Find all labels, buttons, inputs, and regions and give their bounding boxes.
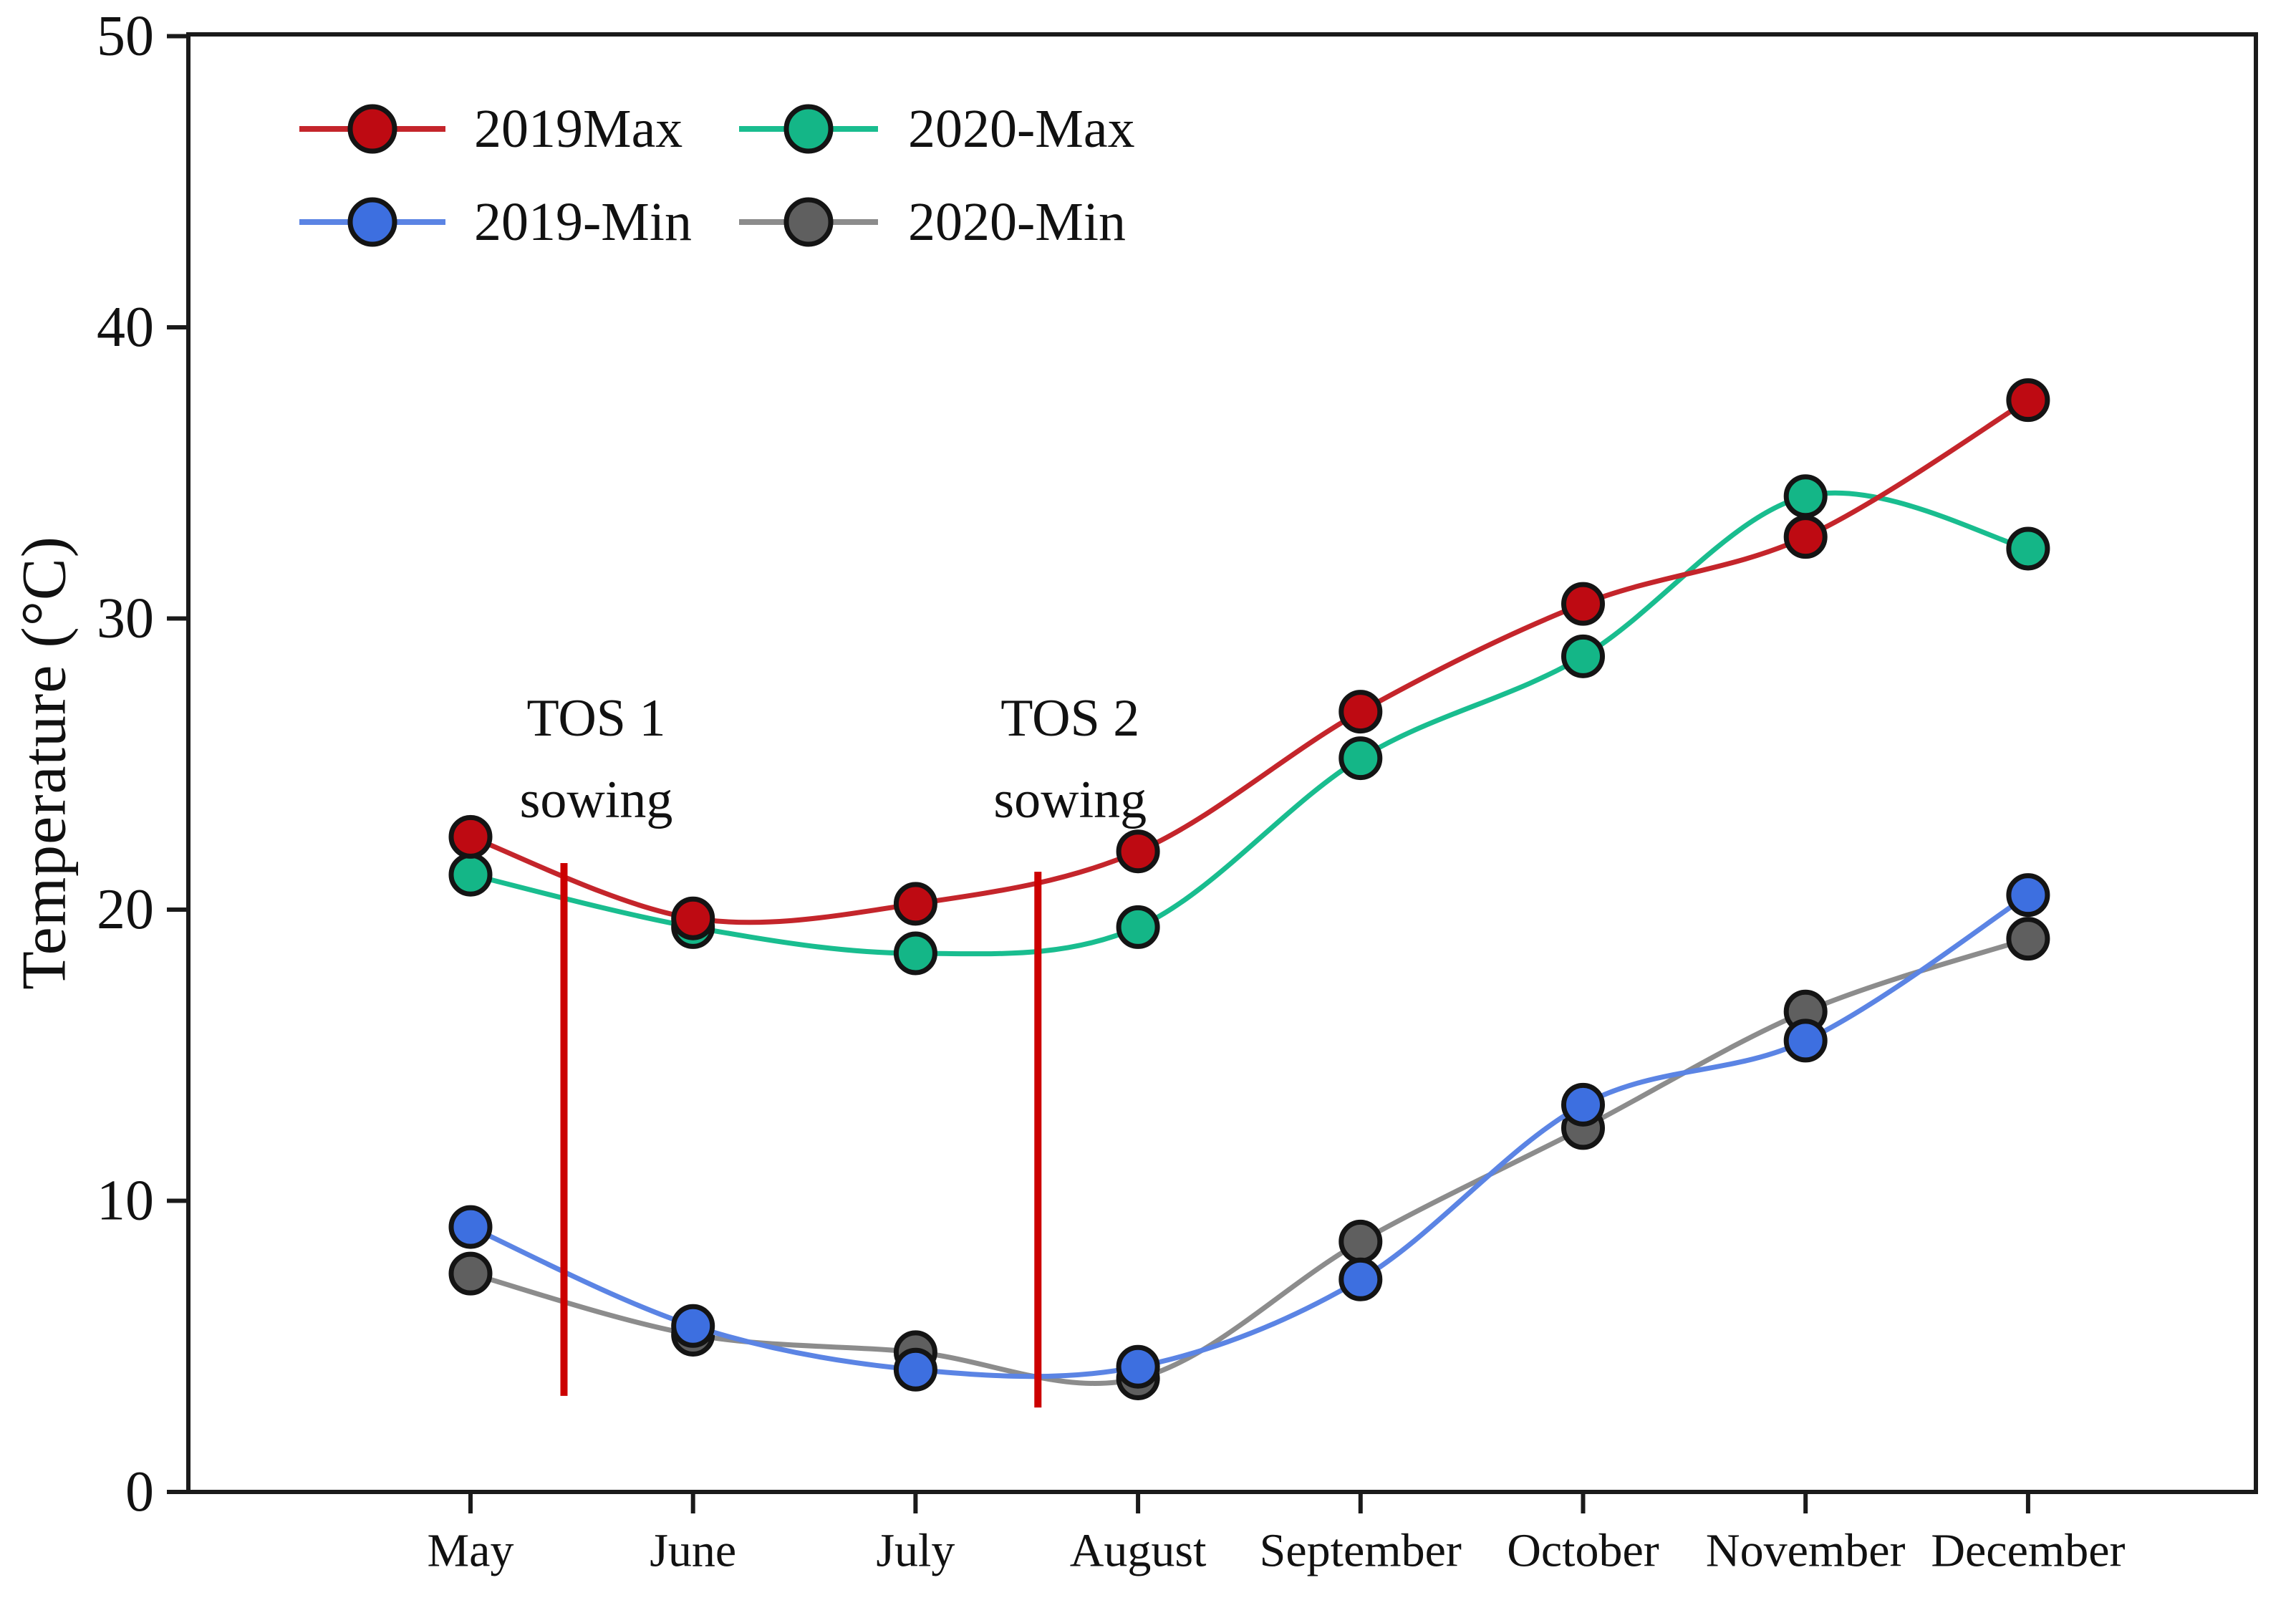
marker-2020-Min-may <box>448 1251 493 1296</box>
legend-label-2020-Min: 2020-Min <box>908 192 1126 252</box>
y-tick-label: 30 <box>97 587 154 650</box>
marker-2019Max-september <box>1338 690 1383 734</box>
marker-2019Max-may <box>448 814 493 859</box>
marker-2019-Min-november <box>1783 1019 1828 1063</box>
marker-2019Max-august <box>1116 829 1160 874</box>
x-tick-label-july: July <box>876 1525 955 1577</box>
plot-frame <box>186 32 2258 1494</box>
annotation-title-2: TOS 2 <box>1000 689 1139 748</box>
marker-2020-Max-december <box>2006 526 2050 571</box>
marker-2019-Min-october <box>1561 1082 1605 1127</box>
annotation-title-1: TOS 1 <box>527 689 666 748</box>
marker-2019-Min-august <box>1116 1344 1160 1389</box>
series-line-2019-Min <box>469 892 2030 1379</box>
legend-label-2019-Min: 2019-Min <box>474 192 692 252</box>
marker-2020-Min-december <box>2006 917 2050 961</box>
marker-2020-Max-october <box>1561 634 1605 678</box>
x-tick-label-september: September <box>1260 1525 1462 1577</box>
legend-marker-2020-Max <box>783 104 834 154</box>
x-tick-label-november: November <box>1706 1525 1906 1577</box>
y-tick-label: 10 <box>97 1170 154 1233</box>
series-line-2020-Max <box>470 490 2029 957</box>
legend-label-2020-Max: 2020-Max <box>908 99 1135 159</box>
marker-2019-Min-december <box>2006 873 2050 918</box>
y-tick-label: 20 <box>97 878 154 941</box>
marker-2019-Min-june <box>671 1304 715 1348</box>
marker-2019Max-december <box>2006 378 2050 423</box>
annotation-subtitle-2: sowing <box>993 771 1147 829</box>
marker-2020-Max-may <box>448 852 493 897</box>
legend-marker-2019Max <box>347 104 397 154</box>
y-tick-label: 0 <box>125 1460 154 1523</box>
x-tick-label-august: August <box>1070 1525 1207 1577</box>
marker-2020-Min-september <box>1338 1219 1383 1263</box>
legend-marker-2019-Min <box>347 197 397 247</box>
marker-2019Max-july <box>893 882 937 926</box>
x-tick-label-june: June <box>650 1525 736 1577</box>
marker-2020-Max-september <box>1338 736 1383 781</box>
annotation-subtitle-1: sowing <box>520 771 673 829</box>
marker-2019-Min-may <box>448 1205 493 1249</box>
legend-marker-2020-Min <box>783 197 834 247</box>
marker-2020-Max-august <box>1116 905 1160 949</box>
marker-2020-Max-november <box>1783 474 1828 519</box>
y-tick-label: 50 <box>97 5 154 68</box>
marker-2019Max-october <box>1561 582 1605 626</box>
marker-2019-Min-july <box>893 1347 937 1392</box>
x-tick-label-october: October <box>1507 1525 1659 1577</box>
marker-2019Max-november <box>1783 515 1828 559</box>
x-tick-label-may: May <box>428 1525 514 1577</box>
legend-label-2019Max: 2019Max <box>474 99 682 159</box>
y-axis-title: Temperature (°C) <box>9 536 79 990</box>
y-tick-label: 40 <box>97 296 154 359</box>
marker-2019-Min-september <box>1338 1257 1383 1301</box>
marker-2019Max-june <box>671 896 715 940</box>
marker-2020-Max-july <box>893 931 937 976</box>
x-tick-label-december: December <box>1931 1525 2125 1577</box>
